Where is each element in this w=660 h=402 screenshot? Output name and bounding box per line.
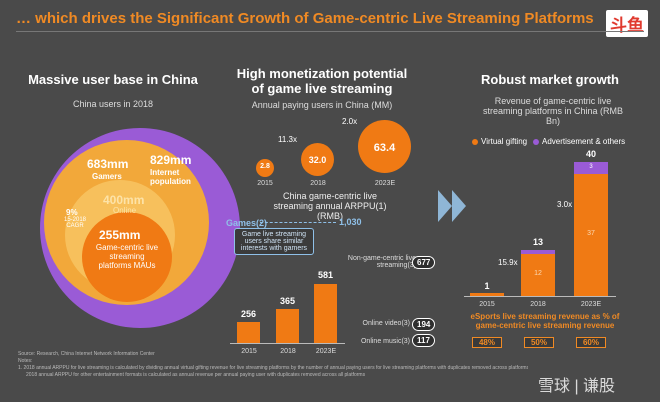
esports-pct-2018: 50%: [524, 337, 554, 348]
online-gamers-value: 400mm: [103, 193, 145, 207]
music-value: 117: [412, 334, 435, 347]
arppu-bar-2015: [237, 322, 260, 343]
non-game-value: 677: [412, 256, 436, 269]
live-value: 255mm: [99, 228, 141, 242]
rev-axis: [464, 296, 616, 297]
rev-mult-15x: 15.9x: [498, 258, 518, 267]
rev-year-2018: 2018: [530, 301, 546, 308]
games-dashed-line: [260, 222, 336, 223]
rev-bar-2015: [470, 293, 504, 296]
rev-bar-2015-total: 1: [484, 281, 490, 291]
bubble-2015: [256, 159, 274, 177]
online-gamers-label: Online: [113, 206, 137, 215]
arppu-bar-2023-value: 581: [317, 270, 334, 280]
divider: [16, 31, 644, 32]
rev-bar-2018-inner: 12: [534, 270, 542, 277]
right-subtitle: Revenue of game-centric live streaming p…: [482, 96, 624, 126]
watermark: 雪球 | 谦股: [538, 378, 616, 395]
footer-source: Source: Research, China Internet Network…: [18, 351, 155, 357]
video-value: 194: [412, 318, 436, 331]
legend-ad-swatch: [533, 139, 539, 145]
rev-bar-2023-ad: [574, 162, 608, 174]
rev-bar-2023-ad-value: 3: [589, 164, 593, 170]
middle-subtitle: Annual paying users in China (MM): [251, 100, 393, 110]
rev-year-2015: 2015: [479, 301, 495, 308]
video-label: Online video(3): [362, 320, 410, 327]
bubble-2018-year: 2018: [310, 180, 326, 187]
gamers-label: Gamers: [92, 172, 122, 181]
arppu-axis: [230, 343, 345, 344]
footer-notes-label: Notes:: [18, 358, 33, 364]
bubble-2023: [358, 120, 411, 173]
arppu-year-2015: 2015: [241, 348, 257, 355]
arppu-year-2023: 2023E: [315, 348, 337, 355]
games-value: 1,030: [339, 217, 362, 227]
cagr-pct: 9%: [66, 208, 78, 217]
internet-value: 829mm: [150, 153, 192, 167]
arppu-year-2018: 2018: [280, 348, 296, 355]
cagr-label: 15-2018 CAGR: [63, 217, 87, 229]
live-circle: [82, 212, 172, 302]
chevron-right-icon-2: [452, 190, 466, 222]
mult-2x: 2.0x: [342, 117, 358, 126]
legend-gifting: Virtual gifting: [481, 137, 528, 146]
mult-11x: 11.3x: [278, 135, 297, 144]
arppu-bar-2015-value: 256: [240, 309, 257, 319]
arppu-title: China game-centric live streaming annual…: [273, 191, 387, 221]
footer-note1: 1. 2018 annual ARPPU for live streaming …: [18, 365, 528, 371]
internet-label: Internet population: [150, 168, 191, 186]
esports-pct-2015: 48%: [472, 337, 502, 348]
non-game-label: Non-game-centric live streaming(3): [347, 255, 416, 269]
rev-bar-2018-ad: [521, 250, 555, 254]
esports-title: eSports live streaming revenue as % of g…: [470, 312, 620, 330]
left-heading: Massive user base in China: [28, 72, 198, 87]
bubble-2018: [301, 143, 334, 176]
left-subtitle: China users in 2018: [72, 99, 154, 109]
rev-bar-2018-total: 13: [532, 237, 543, 247]
arppu-bar-2018: [276, 309, 299, 343]
page-title: … which drives the Significant Growth of…: [16, 10, 594, 27]
rev-bar-2018: [521, 250, 555, 296]
chevron-right-icon: [438, 190, 452, 222]
games-label: Games(2): [226, 218, 268, 228]
legend-ad: Advertisement & others: [542, 137, 626, 146]
brand-logo: 斗鱼: [606, 10, 648, 37]
bubble-2015-year: 2015: [257, 180, 273, 187]
rev-bar-2023-total: 40: [585, 149, 596, 159]
esports-pct-2023: 60%: [576, 337, 606, 348]
bubble-2018-value: 32.0: [308, 155, 327, 165]
rev-mult-3x: 3.0x: [557, 200, 573, 209]
music-label: Online music(3): [360, 338, 410, 345]
right-heading: Robust market growth: [481, 72, 619, 87]
callout-box: Game live streaming users share similar …: [234, 228, 314, 255]
bubble-2023-year: 2023E: [374, 180, 396, 187]
middle-heading: High monetization potential of game live…: [236, 66, 408, 96]
live-label: Game-centric live streaming platforms MA…: [95, 243, 159, 270]
bubble-2015-value: 2.8: [260, 163, 270, 170]
footer-note2: 2018 annual ARPPU for other entertainmen…: [26, 372, 366, 378]
rev-year-2023: 2023E: [580, 301, 602, 308]
arppu-bar-2018-value: 365: [279, 296, 296, 306]
rev-bar-2023-inner: 37: [587, 230, 595, 237]
legend-gifting-swatch: [472, 139, 478, 145]
arppu-bar-2023: [314, 284, 337, 343]
bubble-2023-value: 63.4: [373, 142, 396, 154]
rev-bar-2023: [574, 162, 608, 296]
gamers-value: 683mm: [87, 157, 129, 171]
